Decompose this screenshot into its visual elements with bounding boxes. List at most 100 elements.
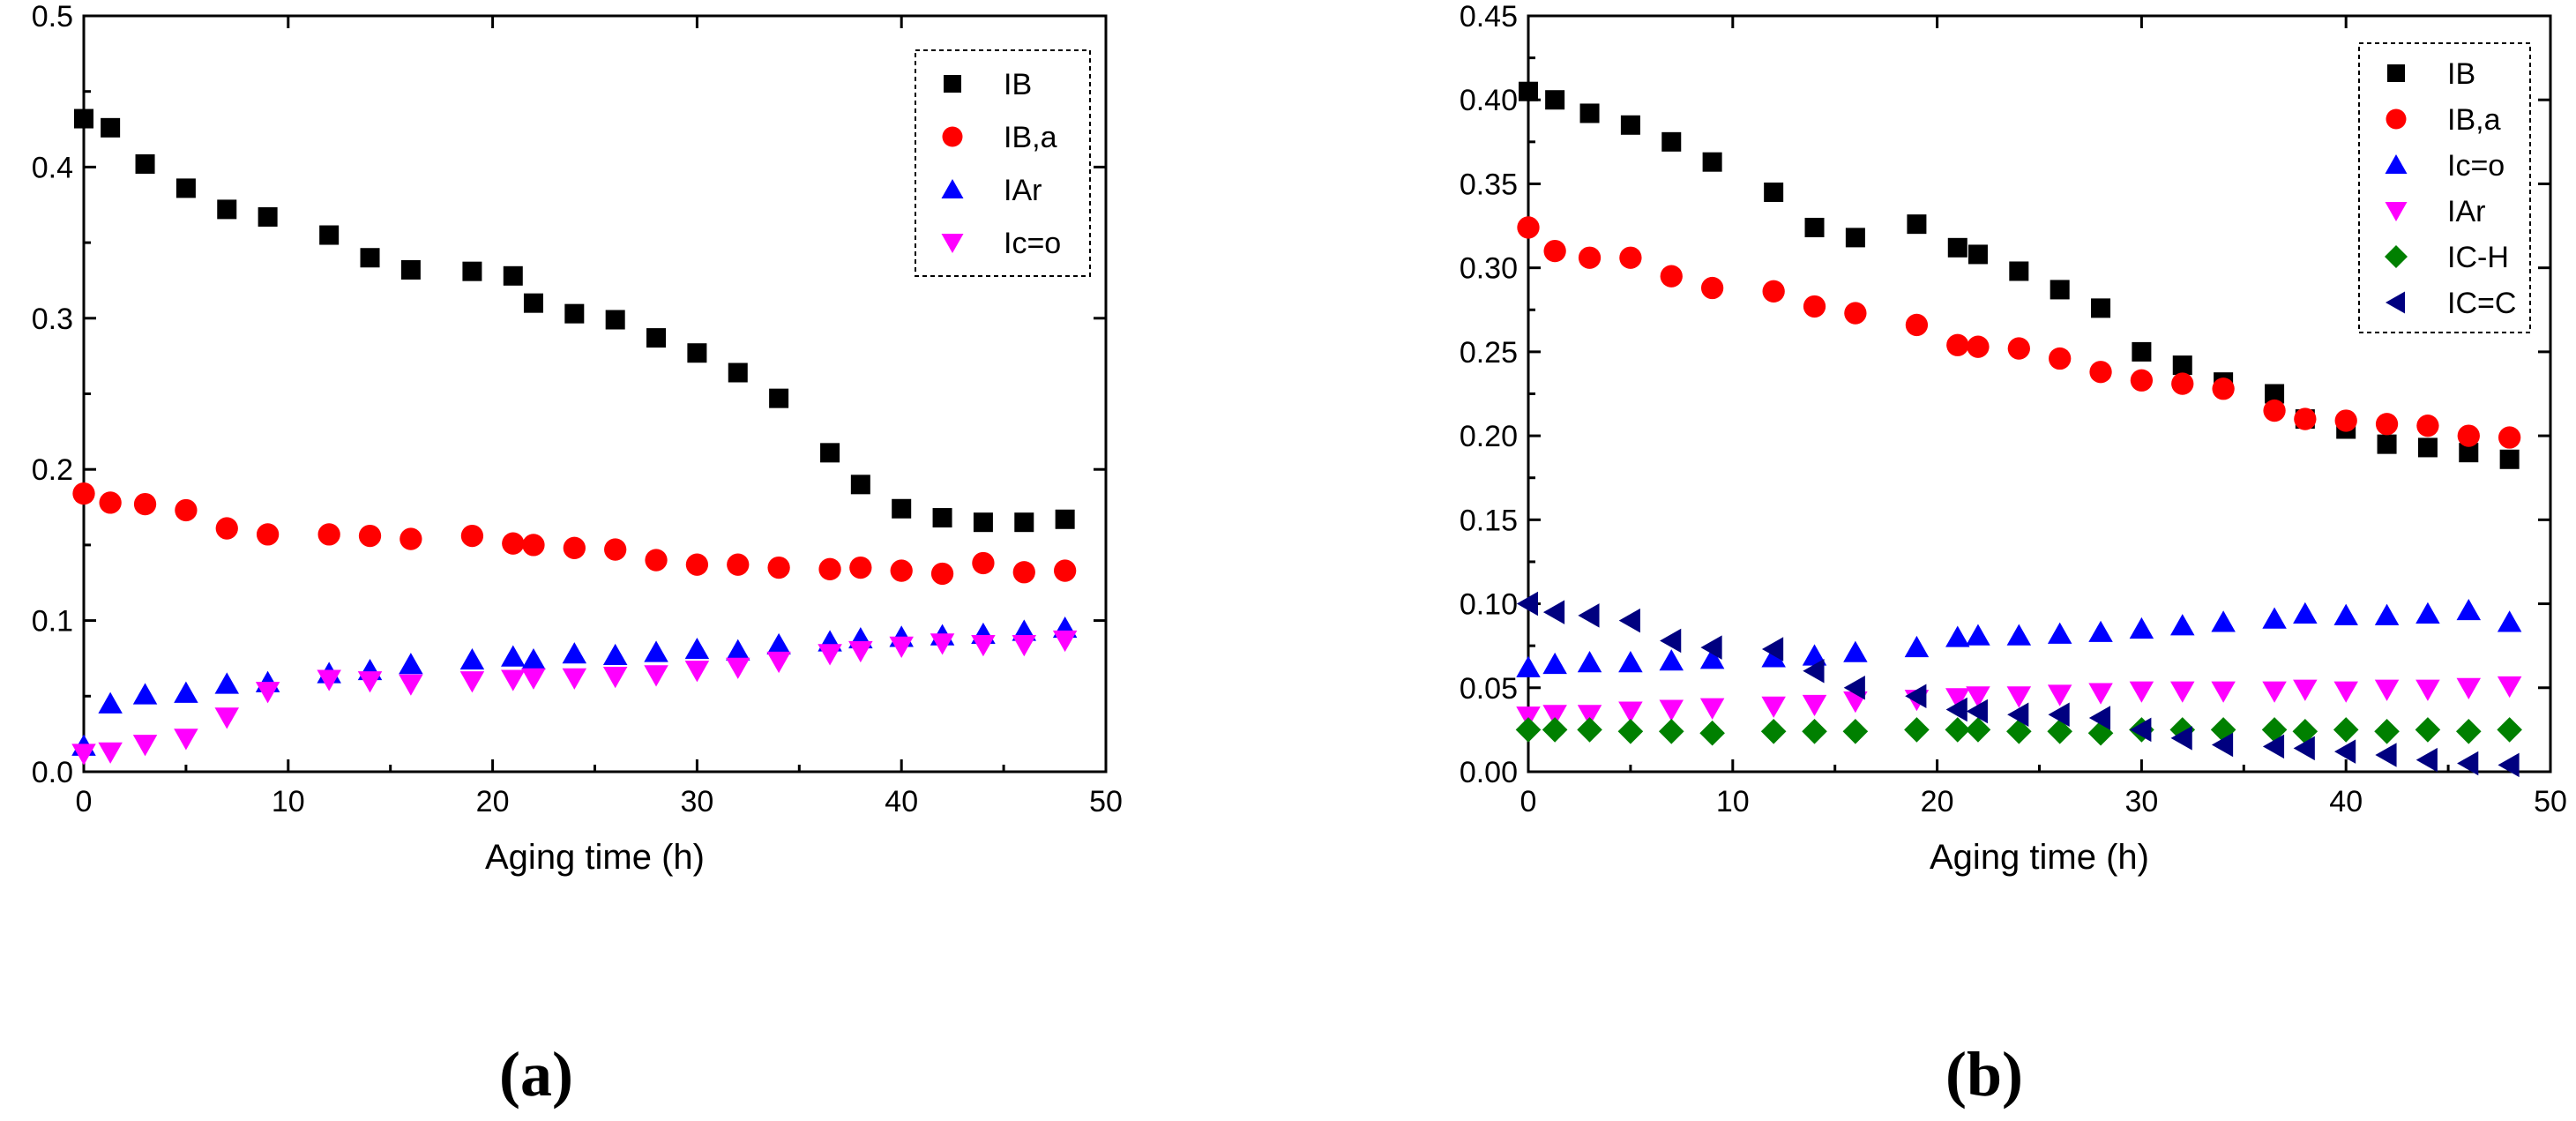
legend-label-ic-h: IC-H <box>2447 241 2509 274</box>
data-point-ic-h <box>1965 717 1991 743</box>
data-point-iar <box>2047 684 2072 706</box>
data-point-ic-o <box>98 742 123 764</box>
data-point-ib <box>687 343 707 363</box>
series-ib-a-b <box>1517 216 2521 449</box>
legend-box-b <box>2358 42 2531 333</box>
data-point-ic-o <box>1618 651 1643 673</box>
data-point-ib-a <box>2498 426 2521 449</box>
data-point-ic-o <box>848 640 873 663</box>
data-point-ib <box>1579 103 1600 123</box>
data-point-iar <box>1542 705 1567 727</box>
data-point-ic-o <box>399 674 423 696</box>
data-point-ic-c <box>2498 752 2520 778</box>
x-tick-label-a: 10 <box>272 785 305 818</box>
data-point-ib-a <box>604 538 627 561</box>
legend-a: IB IB,a IAr Ic=o <box>915 49 1091 277</box>
data-point-ic-c <box>2048 702 2070 727</box>
data-point-ic-o <box>1542 652 1567 675</box>
data-point-ib <box>258 206 278 227</box>
data-point-ic-o <box>2006 624 2032 646</box>
data-point-ic-o <box>1802 644 1827 666</box>
data-point-ic-c <box>2130 717 2152 743</box>
data-point-ic-o <box>2262 607 2287 629</box>
data-point-ic-h <box>2006 718 2032 744</box>
x-tick-label-b: 30 <box>2124 785 2158 818</box>
data-point-ib <box>74 108 93 129</box>
data-point-ib <box>2417 437 2438 458</box>
data-point-ib-a <box>1905 313 1929 337</box>
data-point-ic-o <box>317 669 341 691</box>
y-tick-label-a: 0.3 <box>32 303 73 336</box>
data-point-ib-a <box>1517 216 1540 239</box>
y-tick-label-b: 0.10 <box>1460 588 1518 622</box>
data-point-ib <box>1014 512 1034 533</box>
data-point-ib <box>319 225 340 245</box>
data-point-ib <box>1702 152 1722 172</box>
data-point-ic-c <box>2088 706 2111 730</box>
data-point-iar <box>726 639 750 661</box>
data-point-ic-h <box>1945 717 1971 743</box>
data-point-ic-c <box>1660 628 1682 654</box>
data-point-ic-o <box>357 671 383 693</box>
data-point-iar <box>2374 679 2400 701</box>
data-point-ic-c <box>1803 658 1825 684</box>
data-point-ib-a <box>818 557 841 580</box>
data-point-iar <box>174 681 198 703</box>
legend-label-ic-o: Ic=o <box>2447 149 2505 183</box>
data-point-ic-o <box>2456 598 2482 621</box>
data-point-ic-o <box>521 668 546 690</box>
data-point-ib-a <box>2049 347 2072 370</box>
x-tick-label-a: 20 <box>476 785 510 818</box>
data-point-ib <box>1804 217 1825 237</box>
y-tick-label-a: 0.2 <box>32 453 73 487</box>
data-point-ic-o <box>174 729 198 751</box>
data-point-ib-a <box>1053 559 1077 582</box>
data-point-iar <box>2456 677 2482 699</box>
data-point-iar <box>132 683 158 705</box>
data-point-iar <box>602 643 628 666</box>
data-point-ib <box>135 153 155 174</box>
data-point-ic-o <box>2415 602 2440 624</box>
data-point-ib-a <box>563 536 586 559</box>
y-tick-label-a: 0.1 <box>32 605 73 639</box>
y-tick-label-a: 0.0 <box>32 756 73 789</box>
data-point-ib-a <box>1844 302 1867 325</box>
data-point-ib <box>523 293 543 313</box>
data-point-ic-h <box>1658 718 1684 744</box>
data-point-ib <box>605 310 625 330</box>
data-point-ib-a <box>2007 337 2030 360</box>
data-point-ic-h <box>2374 718 2400 744</box>
data-point-ib-a <box>1946 333 1969 356</box>
data-point-ic-c <box>1843 676 1865 700</box>
series-ic-c-b <box>1516 591 2520 778</box>
data-point-ic-o <box>930 633 955 655</box>
data-point-ic-h <box>1904 717 1930 743</box>
x-tick-label-a: 40 <box>885 785 918 818</box>
legend-label-iar: IAr <box>2447 195 2485 228</box>
legend-marker-ib <box>944 75 961 93</box>
data-point-ic-o <box>562 668 587 690</box>
legend-marker-ib-a <box>2386 108 2407 130</box>
data-point-ib <box>503 265 523 286</box>
data-point-iar <box>459 647 485 670</box>
data-point-ic-o <box>1945 625 1970 647</box>
data-point-iar <box>2088 683 2113 705</box>
data-point-iar <box>1802 694 1827 717</box>
data-point-ib-a <box>2212 377 2235 400</box>
data-point-ic-o <box>2047 622 2072 644</box>
data-point-ib-a <box>1543 239 1566 263</box>
data-point-iar <box>2170 681 2195 703</box>
data-point-ib <box>400 259 421 280</box>
data-point-ic-c <box>1700 635 1722 660</box>
data-point-iar <box>1966 686 1990 708</box>
data-point-ib <box>820 443 840 463</box>
data-point-ib <box>2132 341 2152 362</box>
chart-b: 0 10 20 30 40 50 0.00 0.05 0.10 0.15 0.20 0.25 0.30 0… <box>1460 0 2567 877</box>
data-point-ib-a <box>1012 561 1035 584</box>
data-point-ib <box>973 512 993 533</box>
data-point-ib <box>1055 509 1075 529</box>
series-ib-a-a <box>72 482 1077 586</box>
data-point-ic-h <box>1699 720 1725 746</box>
data-point-ib-a <box>685 553 709 576</box>
